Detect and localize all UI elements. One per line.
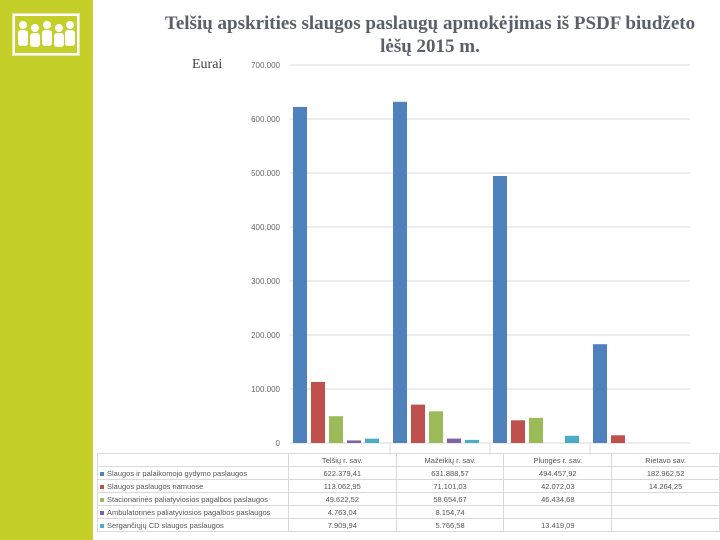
bar (347, 440, 361, 443)
bar (529, 417, 543, 443)
data-label (503, 505, 613, 519)
table-row: Ambulatorinės paliatyviosios pagalbos pa… (97, 505, 720, 519)
legend-entry: Slaugos ir palaikomojo gydymo paslaugos (97, 466, 289, 480)
table-row: Slaugos ir palaikomojo gydymo paslaugos 6… (97, 466, 720, 480)
data-table: Telšių r. sav. Mažeikių r. sav. Plungės r.… (97, 453, 720, 532)
bar (293, 106, 307, 444)
y-tick-label: 700.000 (251, 61, 280, 70)
data-label: 182.962,52 (611, 466, 720, 480)
y-tick-label: 600.000 (251, 115, 280, 124)
x-tick-label: Rietavo sav. (611, 453, 720, 467)
data-label: 622.379,41 (287, 466, 397, 480)
bar (465, 439, 479, 443)
data-label: 113.062,95 (287, 479, 397, 493)
y-tick-label: 400.000 (251, 223, 280, 232)
data-label: 49.622,52 (287, 492, 397, 506)
legend-label: Sergančiųjų CD slaugos paslaugos (107, 520, 224, 530)
legend-key (100, 484, 104, 489)
bar (411, 404, 425, 443)
legend-key (100, 510, 104, 515)
data-label: 7.909,94 (287, 518, 397, 532)
chart-title: Telšių apskrities slaugos paslaugų apmok… (164, 13, 696, 57)
data-label: 8.154,74 (395, 505, 505, 519)
sidebar-band (0, 0, 93, 540)
legend-key (100, 497, 104, 502)
legend-entry: Slaugos paslaugos namuose (97, 479, 289, 493)
table-row: Slaugos paslaugos namuose 113.062,95 71.10… (97, 479, 720, 493)
bar (311, 381, 325, 443)
data-label: 14.264,25 (611, 479, 720, 493)
data-label (611, 505, 720, 519)
bar (393, 101, 407, 444)
y-tick-label: 0 (276, 439, 281, 448)
bar (493, 175, 507, 443)
x-tick-label: Plungės r. sav. (503, 453, 613, 467)
legend-label: Ambulatorinės paliatyviosios pagalbos pa… (107, 507, 271, 517)
data-label: 5.766,58 (395, 518, 505, 532)
x-tick-label: Telšių r. sav. (287, 453, 397, 467)
data-label: 631.888,57 (395, 466, 505, 480)
bar (329, 416, 343, 443)
legend-label: Slaugos ir palaikomojo gydymo paslaugos (107, 468, 248, 478)
table-row: Sergančiųjų CD slaugos paslaugos 7.909,94… (97, 518, 720, 532)
legend-key (100, 523, 104, 528)
bar (365, 438, 379, 443)
y-tick-label: 100.000 (251, 385, 280, 394)
legend-key (100, 471, 104, 476)
logo (12, 13, 80, 56)
bar (429, 411, 443, 443)
bar (593, 344, 607, 443)
legend-entry: Stacionarinės paliatyviosios pagalbos pa… (97, 492, 289, 506)
data-label: 4.763,04 (287, 505, 397, 519)
legend-label: Stacionarinės paliatyviosios pagalbos pa… (107, 494, 268, 504)
table-header-row: Telšių r. sav. Mažeikių r. sav. Plungės r.… (97, 453, 720, 467)
data-label (611, 492, 720, 506)
x-tick-label: Mažeikių r. sav. (395, 453, 505, 467)
data-label: 494.457,92 (503, 466, 613, 480)
data-label: 58.654,67 (395, 492, 505, 506)
y-tick-label: 500.000 (251, 169, 280, 178)
data-label: 13.419,09 (503, 518, 613, 532)
legend-label: Slaugos paslaugos namuose (107, 481, 204, 491)
bar (511, 420, 525, 443)
people-logo-icon (15, 16, 77, 53)
bar (447, 438, 461, 443)
bar (565, 435, 579, 443)
data-label: 71.101,03 (395, 479, 505, 493)
y-axis-unit-label: Eurai (192, 57, 223, 72)
y-tick-label: 200.000 (251, 331, 280, 340)
legend-entry: Sergančiųjų CD slaugos paslaugos (97, 518, 289, 532)
bar (611, 435, 625, 443)
data-label (611, 518, 720, 532)
y-tick-label: 300.000 (251, 277, 280, 286)
data-label: 46.434,68 (503, 492, 613, 506)
data-label: 42.072,03 (503, 479, 613, 493)
bar-chart: 0 100.000 200.000 300.000 400.000 500.000 600.… (251, 61, 690, 455)
table-row: Stacionarinės paliatyviosios pagalbos pa… (97, 492, 720, 506)
table-corner (97, 453, 289, 467)
legend-entry: Ambulatorinės paliatyviosios pagalbos pa… (97, 505, 289, 519)
